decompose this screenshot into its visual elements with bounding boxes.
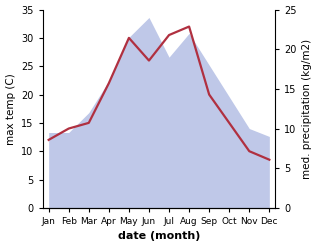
- Y-axis label: med. precipitation (kg/m2): med. precipitation (kg/m2): [302, 39, 313, 179]
- Y-axis label: max temp (C): max temp (C): [5, 73, 16, 144]
- X-axis label: date (month): date (month): [118, 231, 200, 242]
